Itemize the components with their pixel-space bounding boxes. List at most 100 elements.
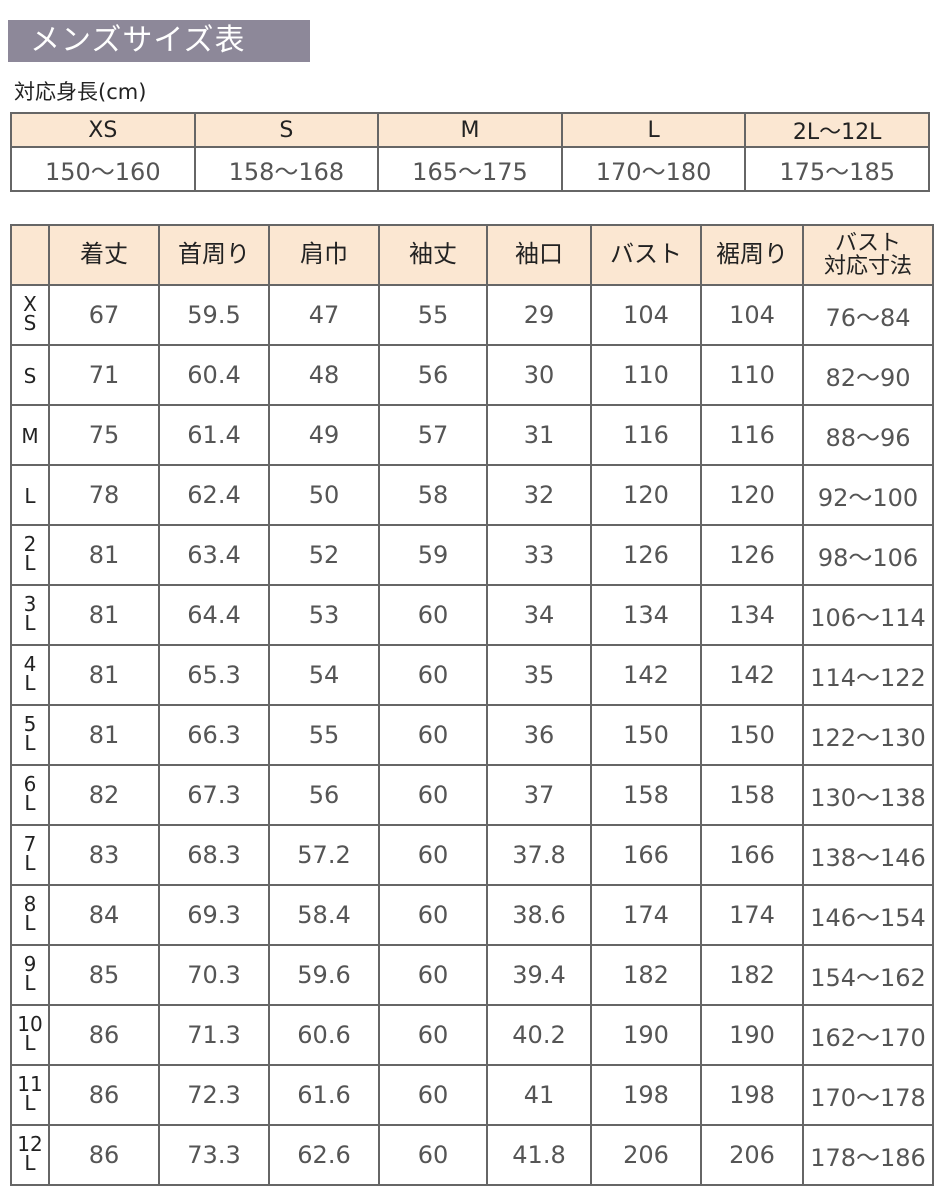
- table-cell: 34: [486, 584, 592, 646]
- table-row: 2L 81 63.4 52 59 33 126 126 98〜106: [10, 524, 934, 586]
- table-cell: 60: [378, 944, 488, 1006]
- row-size-cell: 4L: [10, 644, 50, 706]
- row-size-cell: 3L: [10, 584, 50, 646]
- table-cell: 166: [700, 824, 804, 886]
- table-cell: 116: [700, 404, 804, 466]
- height-section-label: 対応身長(cm): [14, 80, 147, 104]
- table-row: L 78 62.4 50 58 32 120 120 92〜100: [10, 464, 934, 526]
- table-cell: 142: [700, 644, 804, 706]
- height-size-header: XS: [10, 112, 196, 148]
- row-size-cell: 9L: [10, 944, 50, 1006]
- row-size-label: 3L: [23, 591, 37, 635]
- column-header: 着丈: [48, 224, 160, 286]
- table-cell: 30: [486, 344, 592, 406]
- column-header-line: バスト: [834, 230, 901, 256]
- table-cell: 48: [268, 344, 380, 406]
- row-size-label: 12L: [17, 1131, 43, 1175]
- table-cell: 35: [486, 644, 592, 706]
- row-size-cell: 8L: [10, 884, 50, 946]
- height-table: XS S M L 2L〜12L 150〜160 158〜168 165〜175 170〜180…: [10, 112, 930, 192]
- height-size-header: M: [377, 112, 563, 148]
- table-cell: 55: [268, 704, 380, 766]
- table-cell: 39.4: [486, 944, 592, 1006]
- row-size-label: 7L: [23, 831, 37, 875]
- table-row: 4L 81 65.3 54 60 35 142 142 114〜122: [10, 644, 934, 706]
- table-cell: 110: [590, 344, 702, 406]
- table-cell: 61.4: [158, 404, 270, 466]
- height-range-cell: 150〜160: [10, 146, 196, 192]
- table-cell: 59.6: [268, 944, 380, 1006]
- height-range-cell: 170〜180: [560, 146, 747, 192]
- table-cell: 67.3: [158, 764, 270, 826]
- table-row: 3L 81 64.4 53 60 34 134 134 106〜114: [10, 584, 934, 646]
- table-cell: 142: [590, 644, 702, 706]
- table-cell: 110: [700, 344, 804, 406]
- table-cell: 58.4: [268, 884, 380, 946]
- table-cell: 54: [268, 644, 380, 706]
- height-range-cell: 165〜175: [377, 146, 563, 192]
- table-cell: 75: [48, 404, 160, 466]
- column-header: [10, 224, 50, 286]
- table-cell: 33: [486, 524, 592, 586]
- column-header: 首周り: [158, 224, 270, 286]
- page-title: メンズサイズ表: [8, 20, 310, 62]
- table-cell: 182: [700, 944, 804, 1006]
- table-cell: 69.3: [158, 884, 270, 946]
- table-cell: 158: [700, 764, 804, 826]
- table-row: 9L 85 70.3 59.6 60 39.4 182 182 154〜162: [10, 944, 934, 1006]
- table-cell: 206: [590, 1124, 702, 1186]
- table-cell: 138〜146: [802, 824, 934, 886]
- table-cell: 50: [268, 464, 380, 526]
- row-size-cell: XS: [10, 284, 50, 346]
- table-cell: 126: [590, 524, 702, 586]
- table-cell: 58: [378, 464, 488, 526]
- table-cell: 82: [48, 764, 160, 826]
- table-cell: 60: [378, 824, 488, 886]
- column-header: 袖丈: [378, 224, 488, 286]
- table-cell: 37: [486, 764, 592, 826]
- table-cell: 41: [486, 1064, 592, 1126]
- table-cell: 36: [486, 704, 592, 766]
- height-size-header: 2L〜12L: [744, 112, 930, 148]
- table-cell: 158: [590, 764, 702, 826]
- table-cell: 60: [378, 884, 488, 946]
- row-size-label: 10L: [17, 1011, 43, 1055]
- row-size-label: S: [23, 364, 37, 388]
- row-size-cell: 7L: [10, 824, 50, 886]
- table-cell: 55: [378, 284, 488, 346]
- table-cell: 130〜138: [802, 764, 934, 826]
- row-size-cell: 11L: [10, 1064, 50, 1126]
- table-cell: 84: [48, 884, 160, 946]
- row-size-label: 2L: [23, 531, 37, 575]
- row-size-cell: 2L: [10, 524, 50, 586]
- table-cell: 32: [486, 464, 592, 526]
- table-cell: 150: [590, 704, 702, 766]
- table-cell: 47: [268, 284, 380, 346]
- table-cell: 134: [590, 584, 702, 646]
- table-cell: 206: [700, 1124, 804, 1186]
- table-cell: 116: [590, 404, 702, 466]
- table-row: XS 67 59.5 47 55 29 104 104 76〜84: [10, 284, 934, 346]
- table-cell: 120: [700, 464, 804, 526]
- row-size-cell: 5L: [10, 704, 50, 766]
- table-cell: 81: [48, 524, 160, 586]
- table-cell: 60: [378, 584, 488, 646]
- row-size-cell: 12L: [10, 1124, 50, 1186]
- table-cell: 64.4: [158, 584, 270, 646]
- table-cell: 63.4: [158, 524, 270, 586]
- row-size-label: 6L: [23, 771, 37, 815]
- table-row: 11L 86 72.3 61.6 60 41 198 198 170〜178: [10, 1064, 934, 1126]
- table-cell: 29: [486, 284, 592, 346]
- table-cell: 38.6: [486, 884, 592, 946]
- table-row: 5L 81 66.3 55 60 36 150 150 122〜130: [10, 704, 934, 766]
- table-cell: 52: [268, 524, 380, 586]
- table-cell: 41.8: [486, 1124, 592, 1186]
- table-cell: 86: [48, 1004, 160, 1066]
- column-header: 袖口: [486, 224, 592, 286]
- height-size-header: S: [193, 112, 380, 148]
- table-cell: 86: [48, 1064, 160, 1126]
- table-row: 8L 84 69.3 58.4 60 38.6 174 174 146〜154: [10, 884, 934, 946]
- table-cell: 104: [590, 284, 702, 346]
- column-header: 裾周り: [700, 224, 804, 286]
- table-cell: 86: [48, 1124, 160, 1186]
